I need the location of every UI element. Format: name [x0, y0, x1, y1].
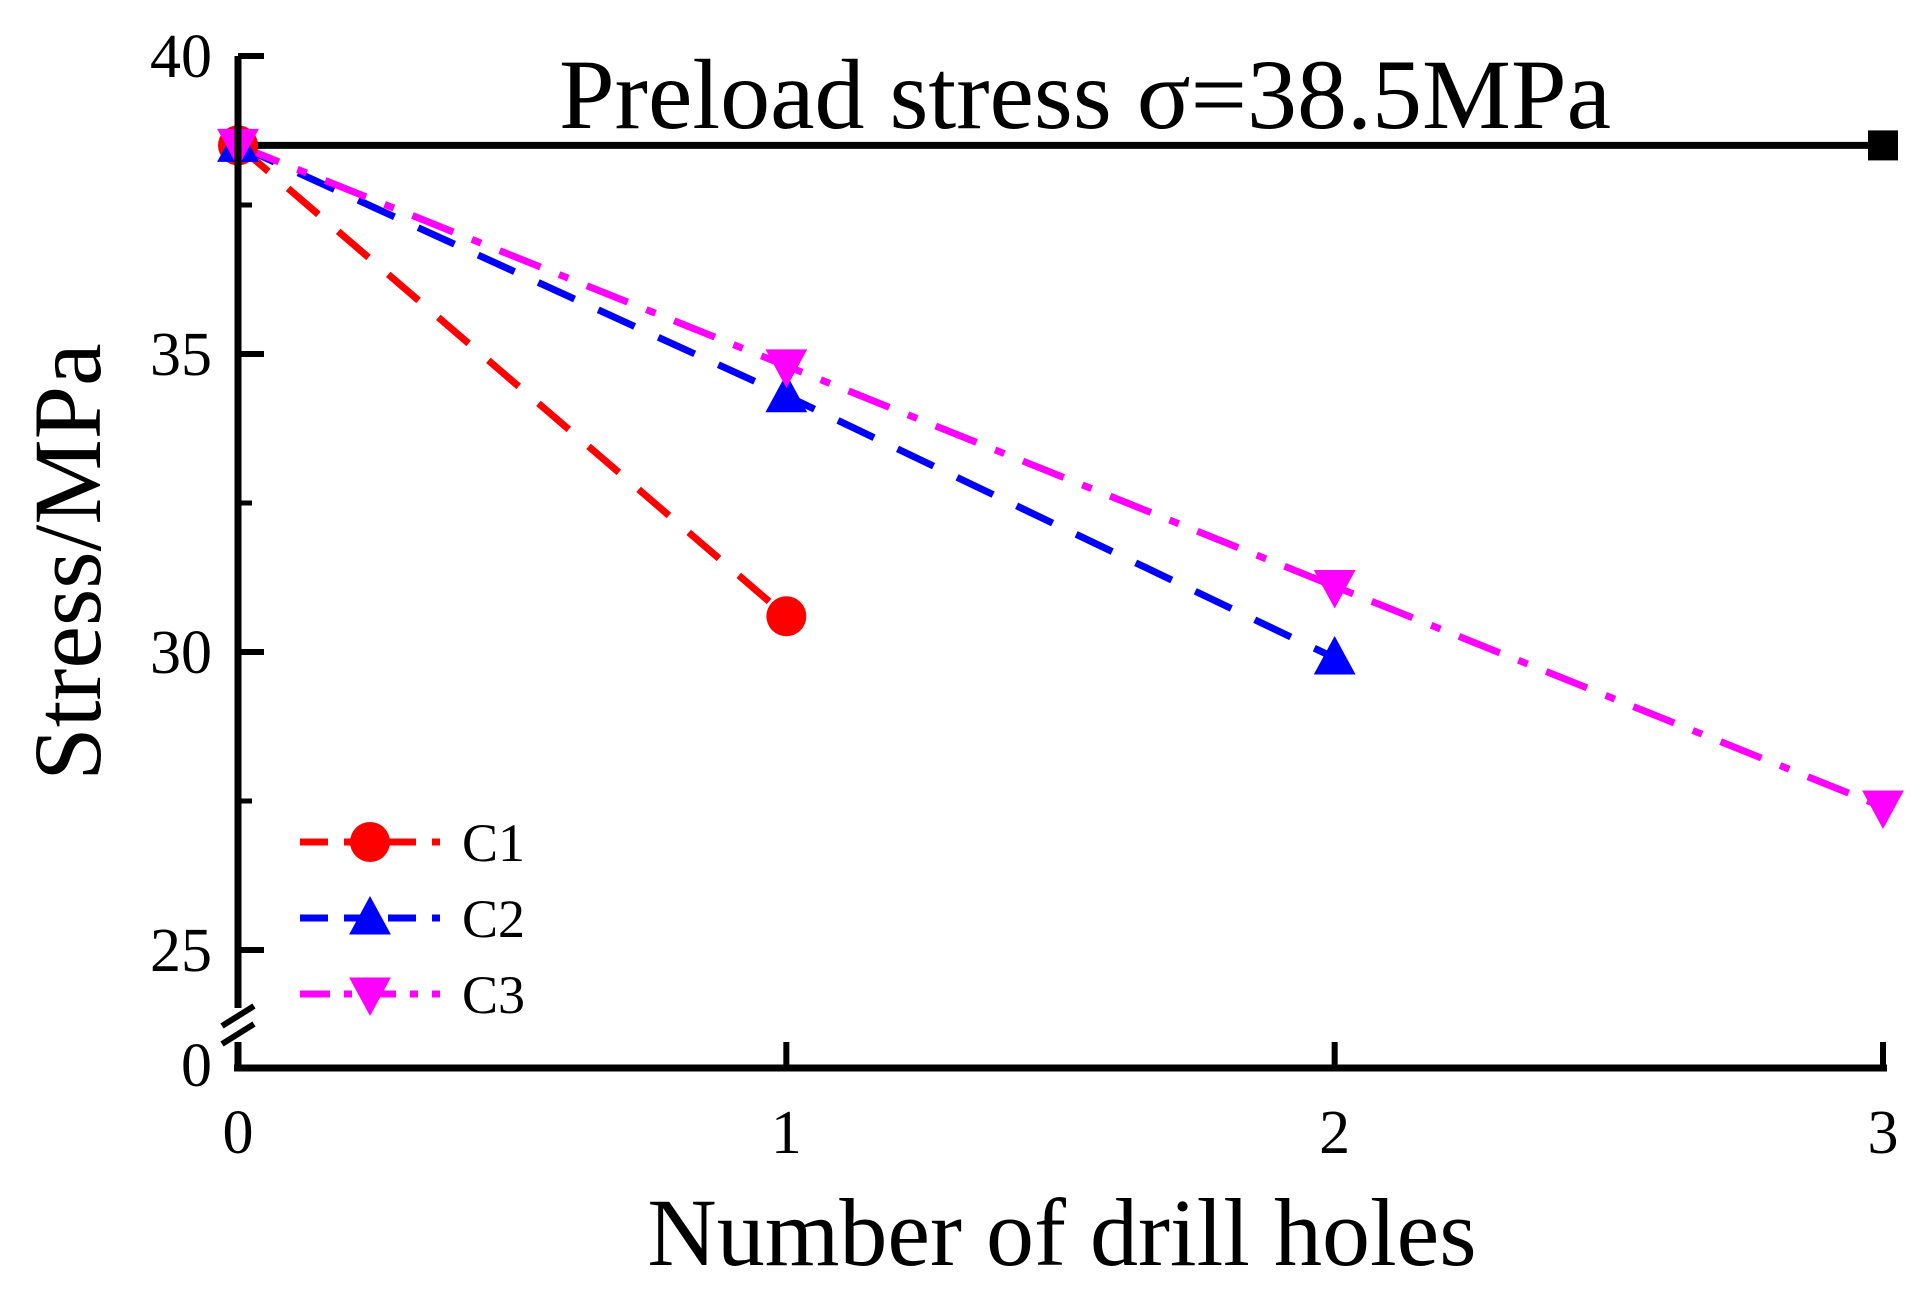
axis-break-mark	[220, 1003, 256, 1047]
tick-labels: 25 30 35 40 00 1 2 3	[150, 23, 1899, 1167]
x-tick-label-2: 2	[1319, 1099, 1350, 1167]
series-line-C3	[236, 142, 1885, 811]
point-C3-1	[765, 349, 808, 388]
series-layer	[217, 123, 1904, 829]
axes	[220, 56, 1887, 1072]
series-line-C1	[235, 142, 789, 619]
y-tick-label-0: 0	[181, 1032, 212, 1100]
legend-label-C1: C1	[462, 813, 525, 873]
point-C3-2	[1313, 569, 1356, 609]
y-tick-label-25: 25	[150, 917, 212, 985]
x-axis-title: Number of drill holes	[647, 1179, 1476, 1286]
preload-marker	[1868, 130, 1898, 161]
x-tick-label-0: 0	[223, 1099, 254, 1167]
point-C3-3	[1862, 790, 1904, 829]
point-C1-1	[766, 596, 807, 637]
point-C2-2	[1313, 635, 1356, 675]
legend-label-C3: C3	[462, 965, 525, 1025]
x-tick-label-3: 3	[1868, 1099, 1899, 1167]
point-C2-1	[765, 373, 808, 413]
x-tick-label-1: 1	[771, 1099, 802, 1167]
legend-marker-C3	[349, 977, 391, 1016]
legend: C1 C2 C3	[300, 813, 525, 1025]
legend-label-C2: C2	[462, 889, 525, 949]
preload-annotation: Preload stress σ=38.5MPa	[559, 39, 1611, 150]
y-tick-label-40: 40	[150, 23, 212, 91]
legend-marker-C2	[349, 896, 391, 935]
y-axis-title: Stress/MPa	[14, 343, 121, 780]
y-tick-label-35: 35	[150, 321, 212, 389]
legend-marker-C1	[350, 822, 390, 862]
y-tick-label-30: 30	[150, 619, 212, 687]
